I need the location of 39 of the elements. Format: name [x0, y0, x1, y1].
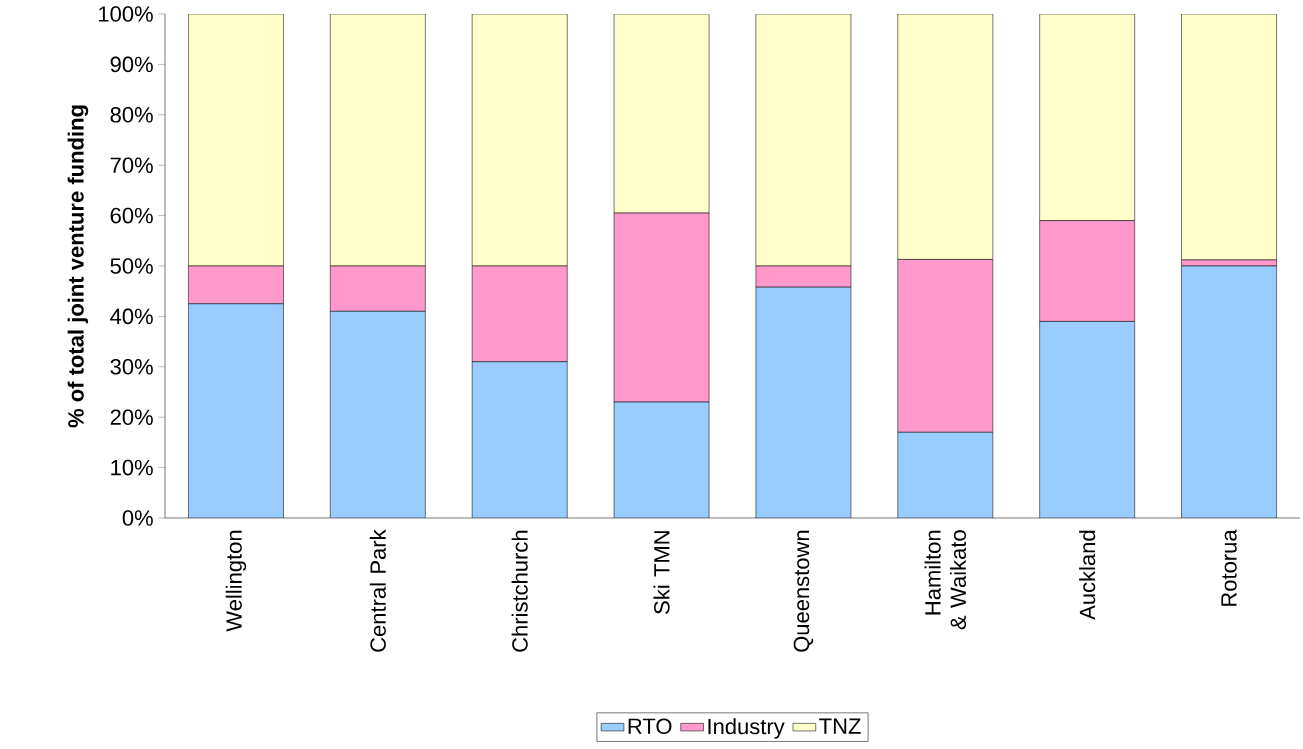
y-tick-label: 10%: [111, 459, 153, 476]
x-tick-label: Ski TMN: [653, 531, 670, 614]
legend-label: RTO: [628, 718, 672, 735]
y-tick-label: 20%: [110, 409, 153, 425]
bar: [755, 287, 851, 518]
y-tick-label: 80%: [110, 107, 153, 123]
y-axis-title: % of total joint venture funding: [67, 105, 89, 428]
bar: [614, 402, 710, 518]
y-tick-label: 60%: [110, 207, 153, 224]
y-tick-label: 70%: [110, 157, 153, 173]
legend-label: TNZ: [819, 718, 861, 734]
bar: [1039, 321, 1135, 518]
x-tick-label: Queenstown: [793, 530, 814, 652]
bar: [188, 303, 284, 518]
x-tick-label: Christchurch: [511, 530, 528, 652]
bar: [1181, 265, 1277, 518]
bar: [1039, 13, 1135, 221]
bar: [1181, 13, 1277, 261]
bar: [188, 13, 284, 267]
y-tick-label: 100%: [99, 6, 153, 22]
bar: [897, 13, 994, 260]
bar: [472, 361, 568, 518]
legend-label: Industry: [708, 718, 785, 739]
y-tick-label: 30%: [110, 359, 153, 375]
y-tick-label: 50%: [110, 258, 153, 274]
x-tick-label: Wellington: [225, 530, 247, 632]
y-tick-label: 0%: [122, 510, 153, 526]
bar: [471, 13, 568, 267]
bar: [755, 13, 852, 267]
x-tick-label: Rotorua: [1221, 529, 1237, 606]
y-tick-label: 40%: [110, 308, 153, 325]
bar: [613, 13, 710, 214]
x-tick-label: Auckland: [1079, 530, 1096, 620]
y-tick-label: 90%: [110, 56, 153, 73]
bar: [330, 311, 426, 518]
x-tick-label: Central Park: [369, 529, 386, 652]
bar: [330, 13, 426, 267]
bar: [897, 432, 993, 518]
x-tick-label: Hamilton & Waikato: [924, 530, 967, 630]
